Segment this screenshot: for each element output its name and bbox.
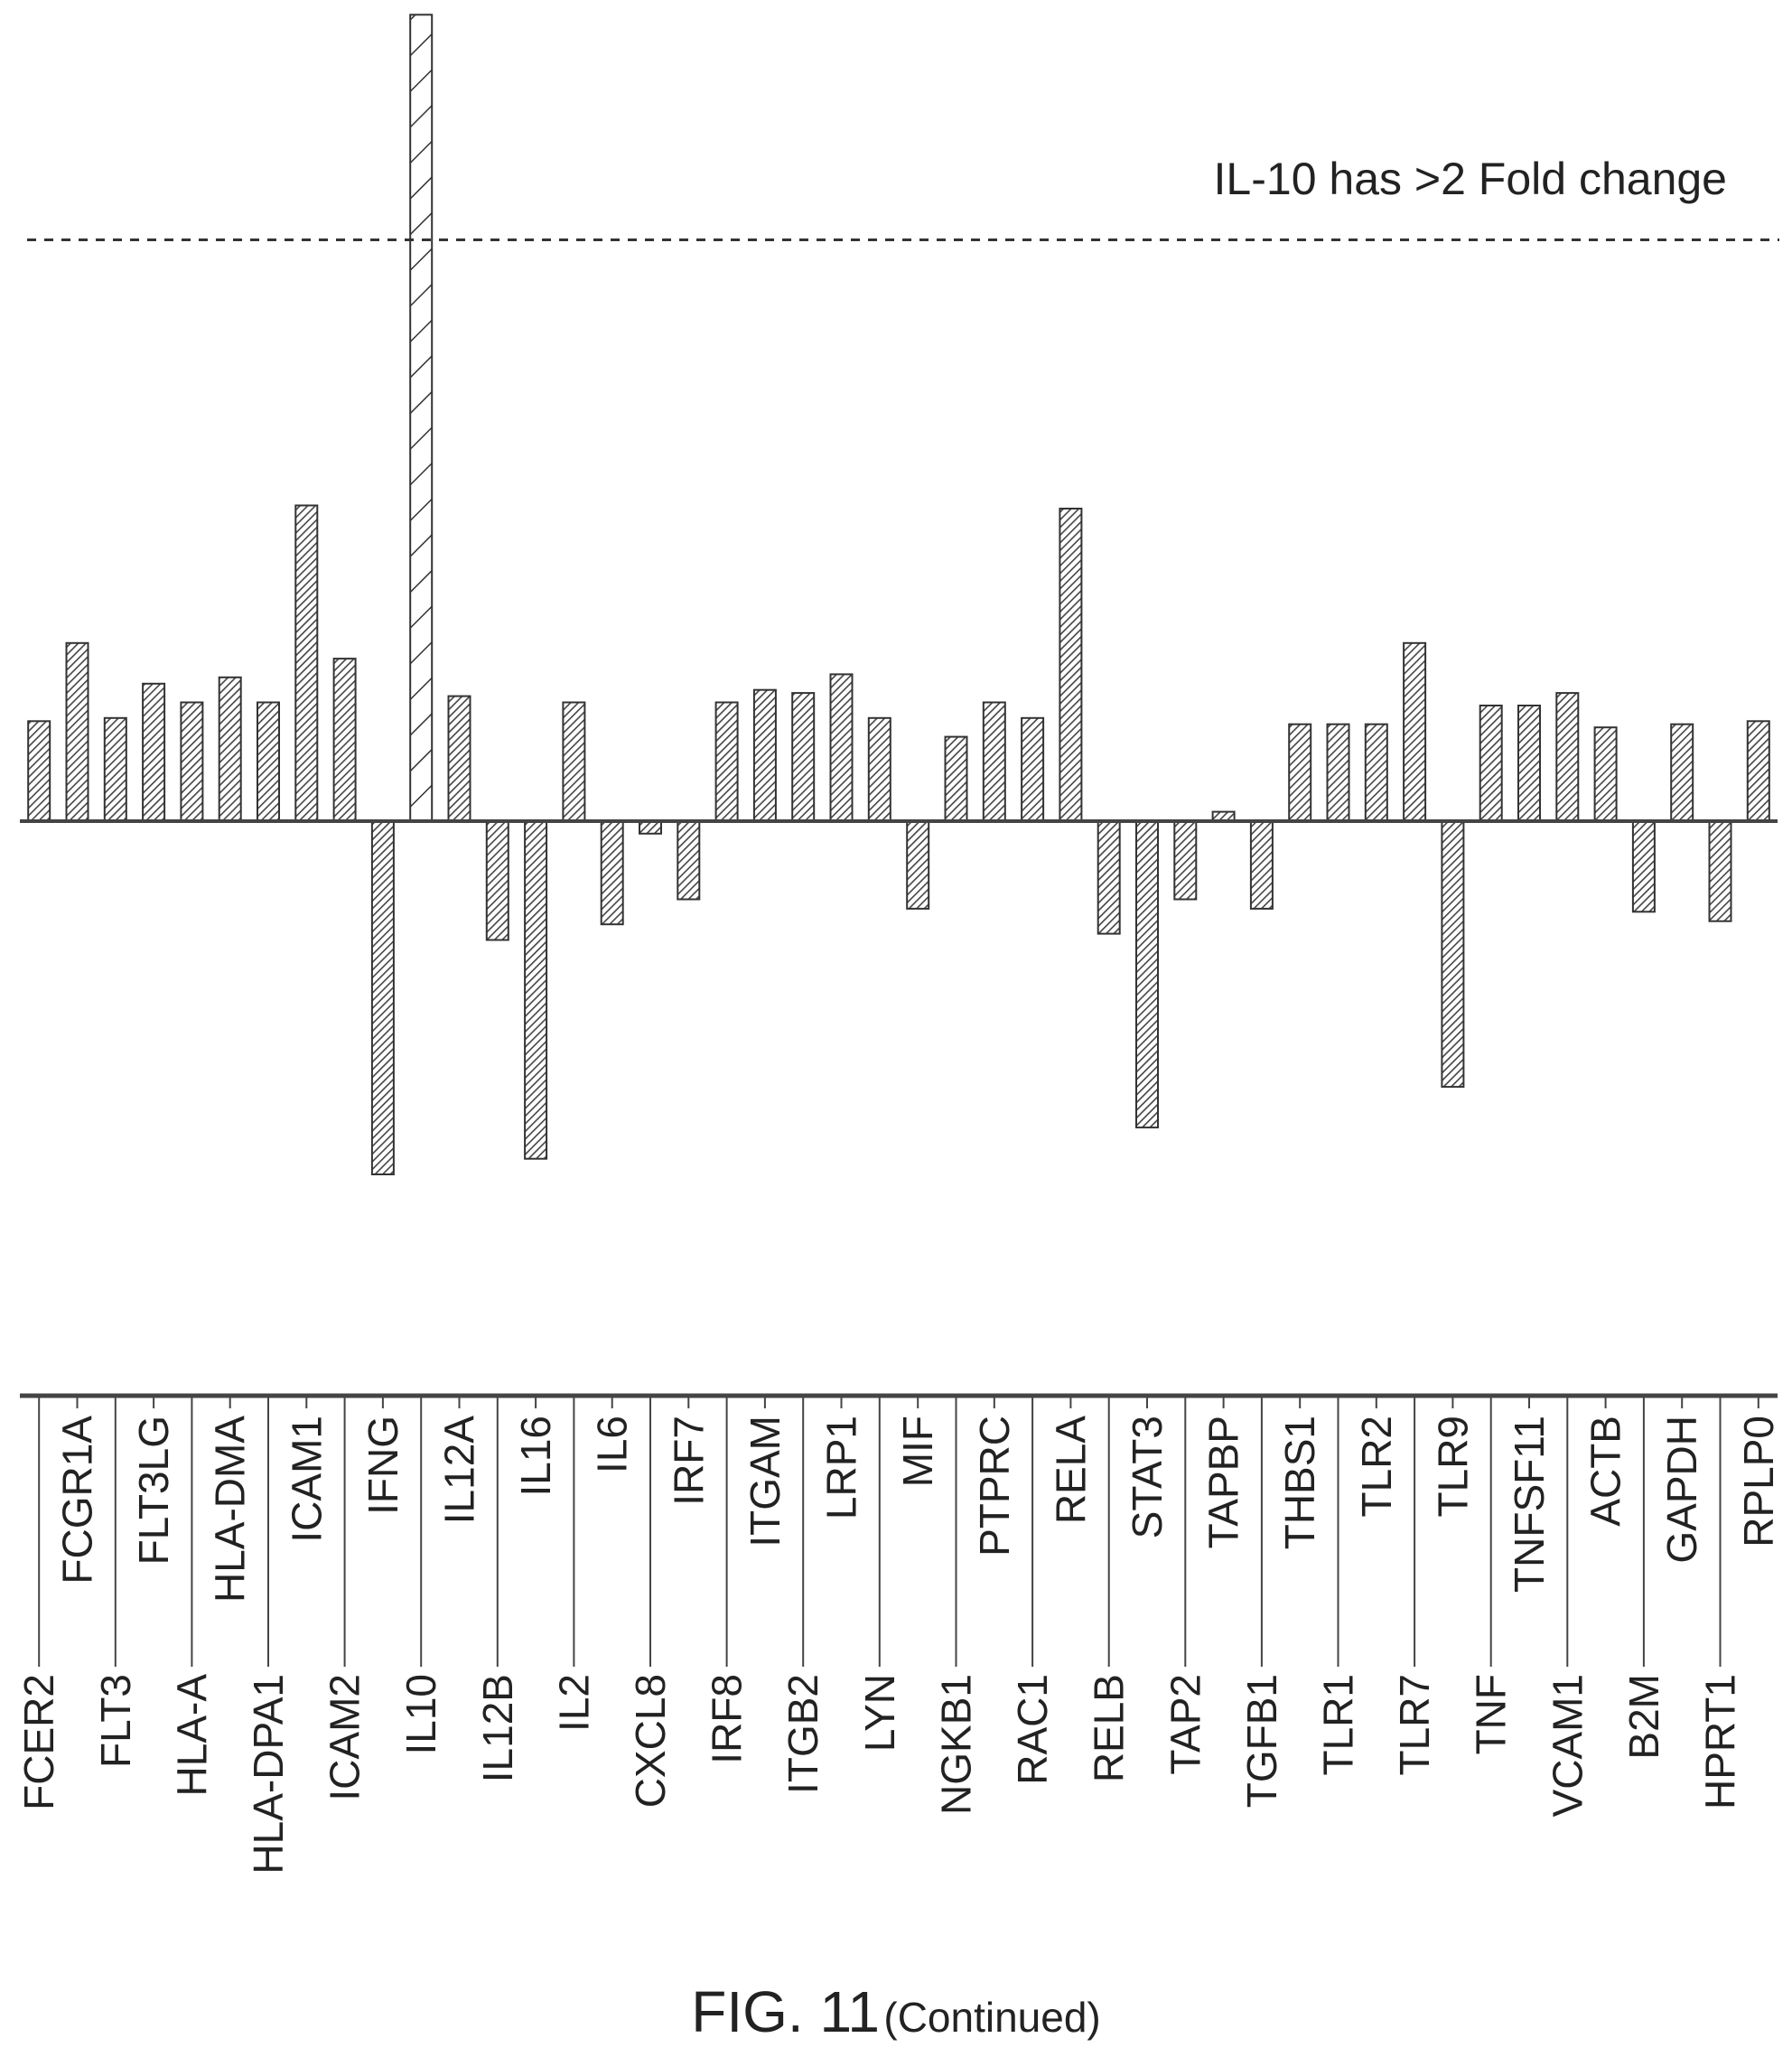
tick-label-hla-a: HLA-A (168, 1674, 215, 1797)
tick-label-flt3: FLT3 (92, 1674, 139, 1768)
tick-label-tlr2: TLR2 (1353, 1416, 1400, 1517)
bar-tlr9 (1441, 820, 1465, 1089)
bar-lyn (867, 716, 891, 822)
tick-label-hla-dpa1: HLA-DPA1 (245, 1674, 292, 1874)
bar-itgb2 (791, 692, 816, 822)
tick-label-tgfb1: TGFB1 (1238, 1674, 1285, 1808)
tick-label-ptprc: PTPRC (971, 1416, 1018, 1557)
tick-label-rplp0: RPLP0 (1735, 1416, 1782, 1547)
bar-flt3lg (142, 682, 166, 822)
bar-rac1 (1021, 716, 1045, 822)
figure-caption: FIG. 11 (Continued) (0, 1978, 1792, 2045)
bar-gapdh (1670, 723, 1694, 823)
tick-label-icam1: ICAM1 (283, 1416, 330, 1543)
bar-hla-dpa1 (257, 701, 280, 822)
bar-irf7 (677, 820, 701, 901)
tick-label-tnfsf11: TNFSF11 (1506, 1416, 1553, 1593)
x-axis-ticks: FCER2 FCGR1A FLT3 FLT3LG HLA-A HLA-DMA HLA-DPA… (15, 1396, 1782, 1874)
tick-label-rela: RELA (1047, 1416, 1094, 1524)
tick-label-gapdh: GAPDH (1658, 1416, 1705, 1564)
bar-mif (906, 820, 930, 910)
tick-label-b2m: B2M (1620, 1674, 1667, 1760)
tick-label-mif: MIF (894, 1416, 941, 1487)
tick-label-tap2: TAP2 (1162, 1674, 1209, 1775)
bar-thbs1 (1288, 723, 1312, 823)
bar-il16 (524, 820, 548, 1160)
tick-label-cxcl8: CXCL8 (627, 1674, 674, 1808)
tick-label-lyn: LYN (856, 1674, 903, 1752)
tick-label-rac1: RAC1 (1009, 1674, 1056, 1785)
bar-il10 (409, 14, 434, 823)
bar-icam2 (332, 658, 357, 822)
tick-label-stat3: STAT3 (1124, 1416, 1171, 1538)
tick-label-relb: RELB (1086, 1674, 1133, 1782)
bar-rela (1059, 508, 1083, 822)
tick-label-fcer2: FCER2 (15, 1674, 62, 1810)
tick-label-irf7: IRF7 (665, 1416, 712, 1506)
tick-label-tnf: TNF (1468, 1674, 1515, 1754)
bar-ngkb1 (944, 735, 968, 822)
bar-tlr1 (1326, 723, 1350, 823)
tick-label-tlr7: TLR7 (1391, 1674, 1438, 1775)
bar-cxcl8 (639, 820, 662, 835)
bar-tlr2 (1364, 723, 1388, 823)
tick-label-il12a: IL12A (436, 1416, 483, 1525)
bar-tlr7 (1403, 641, 1427, 822)
bar-il12a (447, 695, 471, 822)
bar-ifng (370, 820, 395, 1175)
tick-label-ifng: IFNG (359, 1416, 406, 1515)
bar-tgfb1 (1249, 820, 1274, 910)
bar-hla-a (180, 701, 204, 822)
tick-label-lrp1: LRP1 (818, 1416, 865, 1519)
tick-label-tlr1: TLR1 (1315, 1674, 1362, 1775)
bar-tnfsf11 (1517, 705, 1541, 822)
tick-label-tlr9: TLR9 (1429, 1416, 1476, 1517)
bar-icam1 (294, 504, 319, 822)
bar-tnf (1479, 705, 1503, 822)
bar-irf8 (714, 701, 739, 822)
bar-lrp1 (829, 673, 854, 823)
bar-il12b (485, 820, 509, 941)
bar-relb (1097, 820, 1121, 935)
bar-rplp0 (1746, 720, 1770, 822)
bar-itgam (752, 688, 777, 823)
bar-b2m (1631, 820, 1656, 913)
tick-label-il10: IL10 (397, 1674, 444, 1755)
bar-tap2 (1173, 820, 1198, 901)
bar-vcam1 (1555, 692, 1580, 822)
figure-continued-note: (Continued) (883, 1994, 1101, 2041)
bar-hla-dma (218, 676, 242, 822)
tick-label-itgam: ITGAM (742, 1416, 789, 1547)
figure-number: FIG. 11 (691, 1979, 880, 2044)
tick-label-il12b: IL12B (474, 1674, 521, 1782)
bar-flt3 (103, 716, 127, 822)
bar-il2 (562, 701, 586, 822)
tick-label-il16: IL16 (512, 1416, 559, 1497)
bar-fcer2 (27, 720, 51, 822)
bar-stat3 (1135, 820, 1159, 1129)
tick-label-il6: IL6 (589, 1416, 636, 1473)
bar-ptprc (982, 701, 1006, 822)
bar-hprt1 (1708, 820, 1732, 922)
tick-label-hla-dma: HLA-DMA (207, 1416, 254, 1603)
tick-label-hprt1: HPRT1 (1697, 1674, 1744, 1809)
tick-label-icam2: ICAM2 (322, 1674, 369, 1801)
bar-fcgr1a (65, 641, 89, 822)
tick-label-il2: IL2 (550, 1674, 597, 1732)
tick-label-tapbp: TAPBP (1200, 1416, 1247, 1548)
tick-label-vcam1: VCAM1 (1544, 1674, 1591, 1817)
tick-label-flt3lg: FLT3LG (130, 1416, 177, 1565)
tick-label-irf8: IRF8 (704, 1674, 751, 1764)
reference-annotation: IL-10 has >2 Fold change (1214, 154, 1727, 204)
bar-actb (1593, 726, 1618, 823)
tick-label-ngkb1: NGKB1 (933, 1674, 980, 1815)
bar-il6 (600, 820, 624, 926)
tick-label-itgb2: ITGB2 (779, 1674, 826, 1794)
tick-label-actb: ACTB (1582, 1416, 1629, 1527)
tick-label-thbs1: THBS1 (1276, 1416, 1323, 1549)
tick-label-fcgr1a: FCGR1A (54, 1416, 101, 1585)
